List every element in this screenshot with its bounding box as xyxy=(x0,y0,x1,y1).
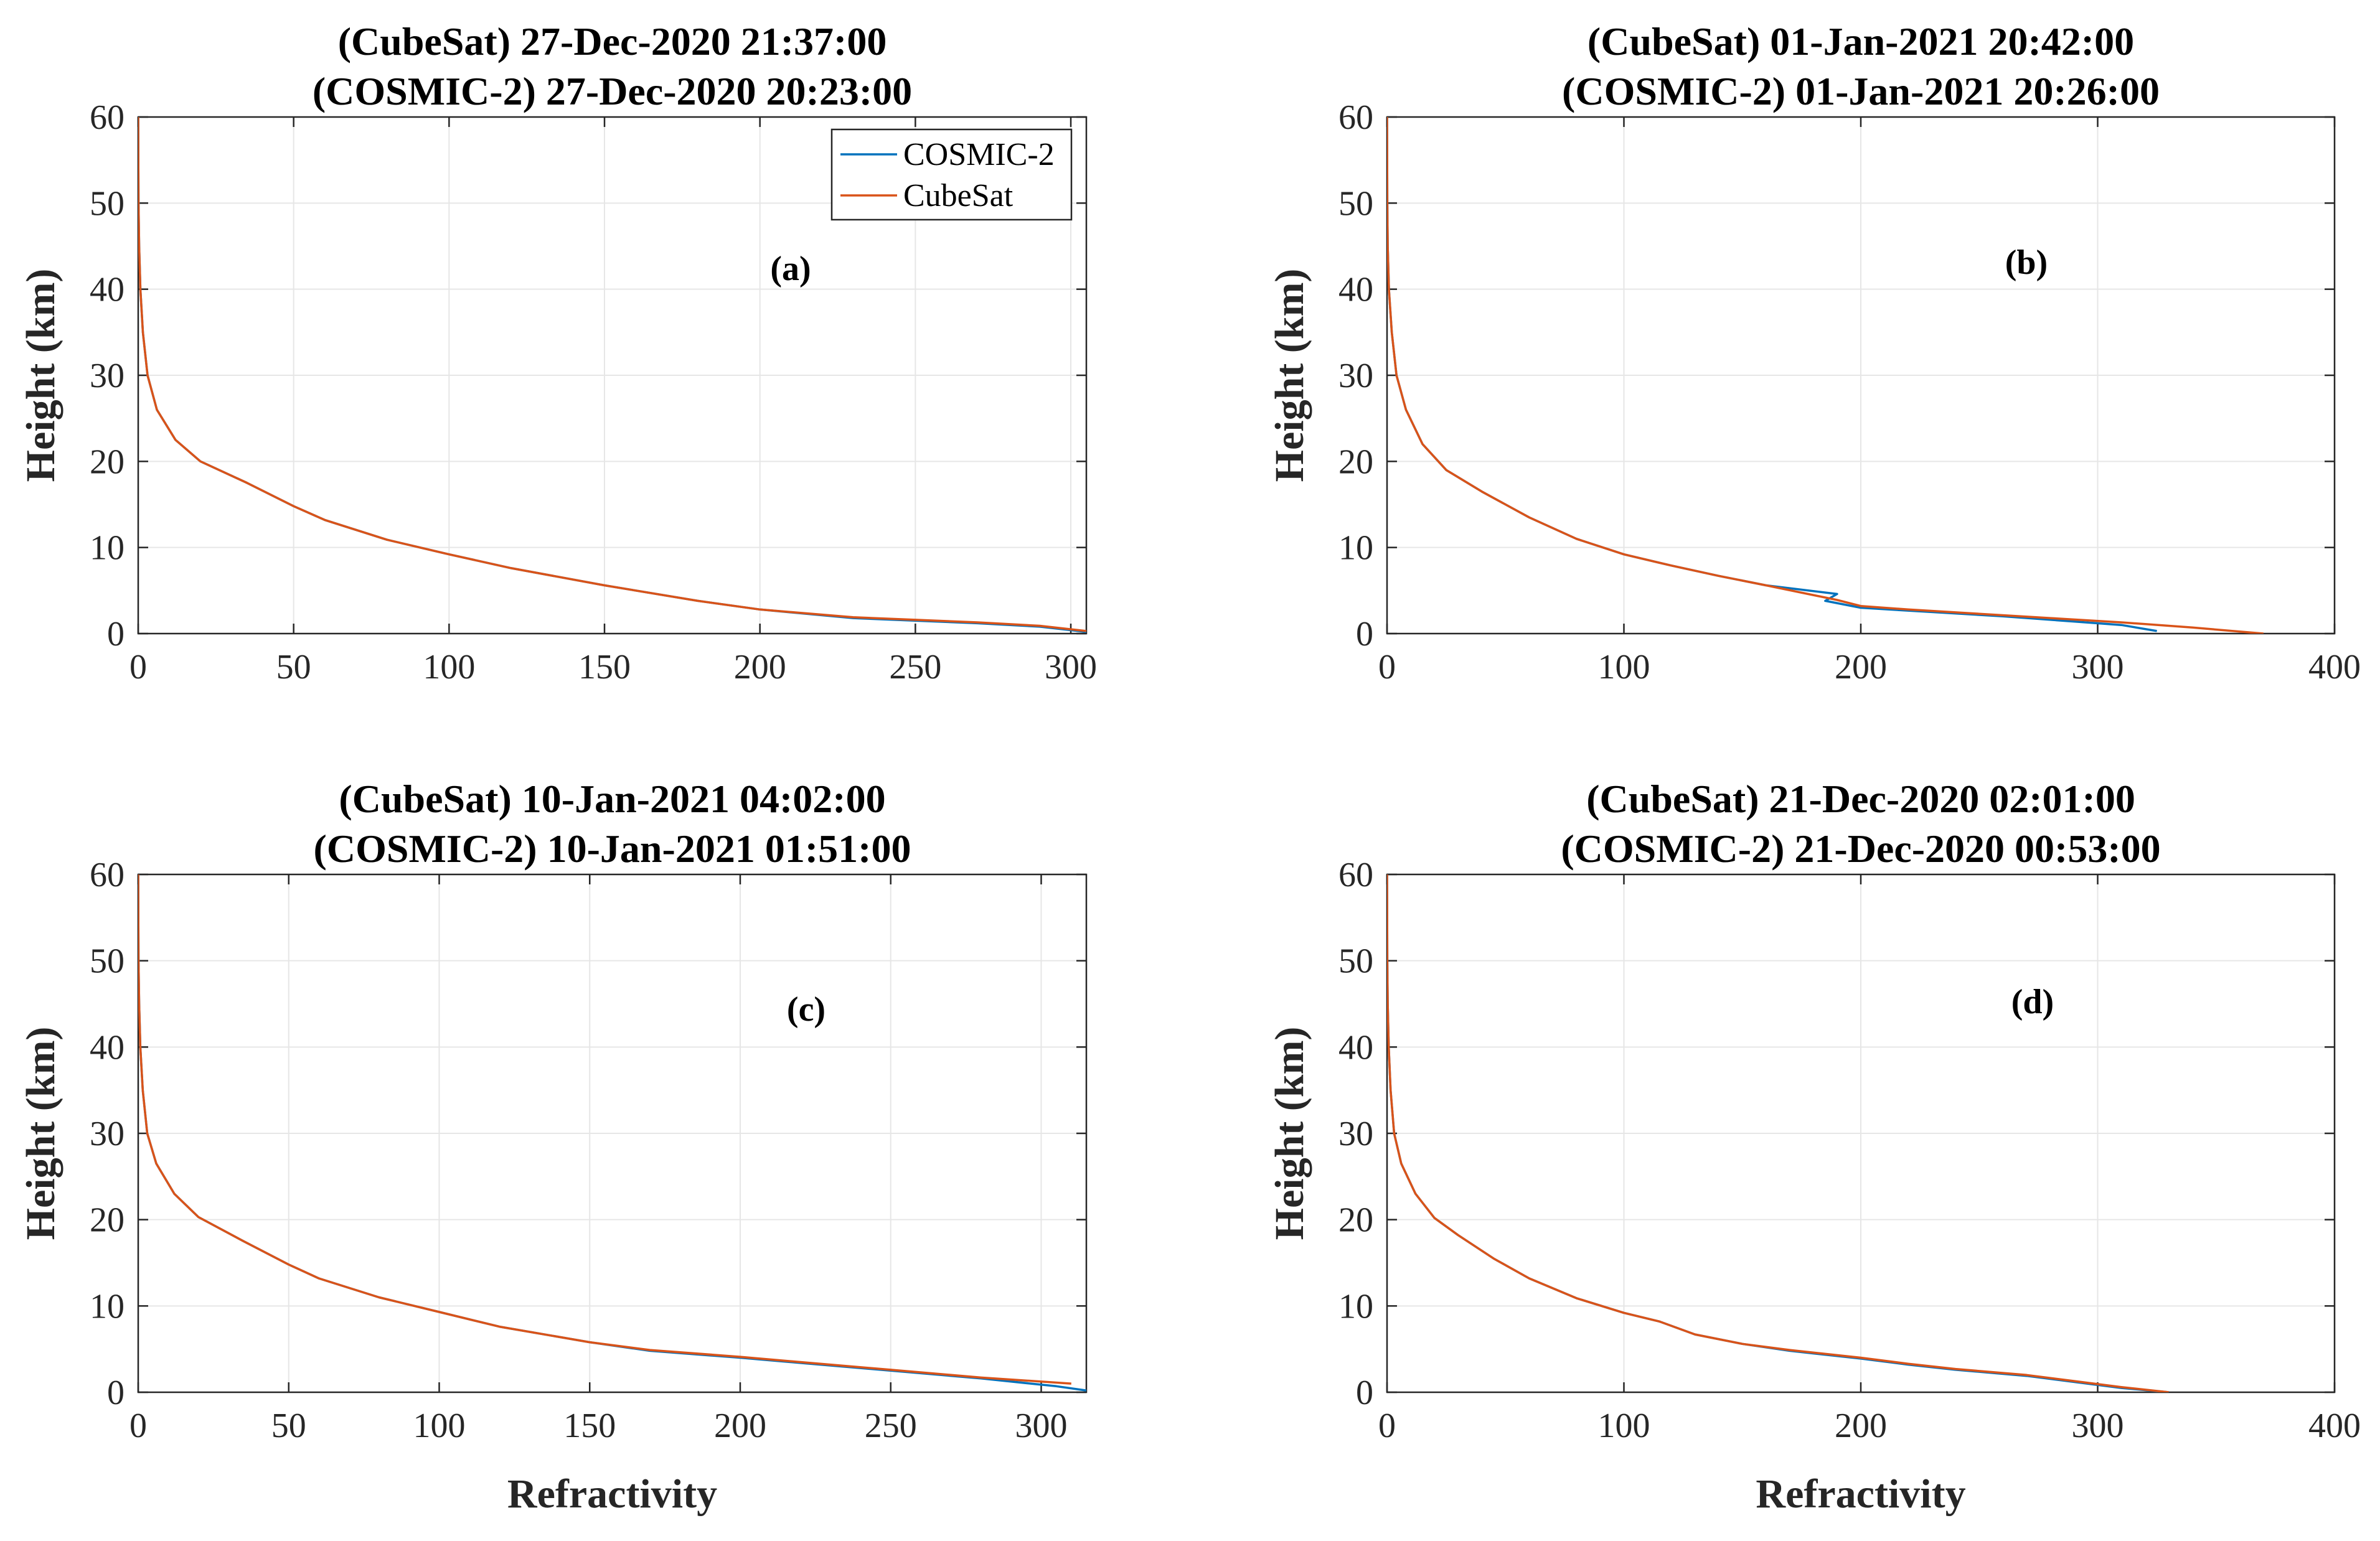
x-tick-label: 200 xyxy=(1835,648,1887,686)
x-tick-label: 250 xyxy=(889,648,941,686)
chart-panel-b: (CubeSat) 01-Jan-2021 20:42:00 (COSMIC-2)… xyxy=(1267,19,2361,686)
x-tick-label: 0 xyxy=(129,648,147,686)
chart-title-line: (CubeSat) 10-Jan-2021 04:02:00 xyxy=(339,777,885,821)
x-tick-label: 200 xyxy=(714,1407,766,1445)
y-tick-label: 30 xyxy=(1338,357,1373,395)
y-tick-label: 40 xyxy=(1338,1028,1373,1067)
legend-label: COSMIC-2 xyxy=(903,137,1055,172)
y-tick-label: 60 xyxy=(90,98,125,137)
y-tick-label: 40 xyxy=(1338,271,1373,309)
y-tick-label: 50 xyxy=(90,184,125,223)
y-tick-label: 30 xyxy=(90,1115,125,1153)
panel-annotation: (b) xyxy=(2005,243,2048,282)
y-tick-label: 50 xyxy=(1338,184,1373,223)
y-tick-label: 0 xyxy=(1356,1374,1373,1412)
chart-title-line: (CubeSat) 21-Dec-2020 02:01:00 xyxy=(1586,777,2135,821)
series-line-cubesat xyxy=(1387,117,2264,634)
x-tick-label: 100 xyxy=(1598,648,1650,686)
y-tick-label: 20 xyxy=(1338,1201,1373,1240)
x-tick-label: 150 xyxy=(563,1407,616,1445)
y-tick-label: 60 xyxy=(90,856,125,894)
x-tick-label: 200 xyxy=(1835,1407,1887,1445)
y-tick-label: 30 xyxy=(90,357,125,395)
y-tick-label: 60 xyxy=(1338,856,1373,894)
y-tick-label: 0 xyxy=(1356,615,1373,653)
x-tick-label: 0 xyxy=(1378,648,1396,686)
chart-panel-a: (CubeSat) 27-Dec-2020 21:37:00 (COSMIC-2)… xyxy=(18,19,1097,686)
y-tick-label: 0 xyxy=(107,1374,125,1412)
y-tick-label: 10 xyxy=(1338,529,1373,568)
y-axis-label: Height (km) xyxy=(18,269,63,482)
x-tick-label: 0 xyxy=(129,1407,147,1445)
y-tick-label: 60 xyxy=(1338,98,1373,137)
x-tick-label: 400 xyxy=(2308,1407,2361,1445)
y-tick-label: 20 xyxy=(1338,443,1373,481)
y-tick-label: 50 xyxy=(90,942,125,981)
series-line-cosmic-2 xyxy=(1387,117,2157,632)
legend-label: CubeSat xyxy=(903,178,1014,213)
y-tick-label: 20 xyxy=(90,443,125,481)
x-tick-label: 300 xyxy=(2072,1407,2124,1445)
x-tick-label: 0 xyxy=(1378,1407,1396,1445)
panel-annotation: (c) xyxy=(787,990,825,1029)
series-line-cubesat xyxy=(1387,874,2169,1392)
legend-box xyxy=(830,128,1073,221)
y-tick-label: 40 xyxy=(90,1028,125,1067)
x-tick-label: 100 xyxy=(1598,1407,1650,1445)
chart-panel-c: (CubeSat) 10-Jan-2021 04:02:00 (COSMIC-2)… xyxy=(18,777,1088,1517)
x-tick-label: 50 xyxy=(276,648,311,686)
y-tick-label: 50 xyxy=(1338,942,1373,981)
y-tick-label: 40 xyxy=(90,271,125,309)
panel-annotation: (d) xyxy=(2011,983,2054,1021)
x-tick-label: 100 xyxy=(423,648,475,686)
y-tick-label: 30 xyxy=(1338,1115,1373,1153)
x-tick-label: 150 xyxy=(578,648,631,686)
x-tick-label: 200 xyxy=(734,648,786,686)
y-axis-label: Height (km) xyxy=(1267,1027,1312,1240)
x-axis-label: Refractivity xyxy=(507,1471,717,1517)
series-line-cubesat xyxy=(138,874,1071,1385)
x-tick-label: 300 xyxy=(1015,1407,1067,1445)
y-tick-label: 10 xyxy=(90,529,125,568)
chart-title-line: (CubeSat) 01-Jan-2021 20:42:00 xyxy=(1587,19,2134,63)
y-tick-label: 0 xyxy=(107,615,125,653)
legend: COSMIC-2 CubeSat xyxy=(830,128,1073,221)
series-line-cubesat xyxy=(138,117,1086,632)
y-tick-label: 10 xyxy=(1338,1287,1373,1326)
x-axis-label: Refractivity xyxy=(1756,1471,1965,1517)
x-tick-label: 300 xyxy=(1045,648,1097,686)
x-tick-label: 100 xyxy=(413,1407,465,1445)
x-tick-label: 50 xyxy=(271,1407,306,1445)
x-tick-label: 300 xyxy=(2072,648,2124,686)
chart-title-line: (CubeSat) 27-Dec-2020 21:37:00 xyxy=(338,19,887,63)
x-tick-label: 250 xyxy=(865,1407,917,1445)
chart-title-line: (COSMIC-2) 10-Jan-2021 01:51:00 xyxy=(314,827,911,871)
chart-title-line: (COSMIC-2) 01-Jan-2021 20:26:00 xyxy=(1562,69,2160,113)
x-tick-label: 400 xyxy=(2308,648,2361,686)
chart-title-line: (COSMIC-2) 21-Dec-2020 00:53:00 xyxy=(1561,827,2160,871)
series-line-cosmic-2 xyxy=(138,874,1086,1392)
y-axis-label: Height (km) xyxy=(18,1027,63,1240)
y-tick-label: 10 xyxy=(90,1287,125,1326)
panel-annotation: (a) xyxy=(770,250,811,288)
chart-title-line: (COSMIC-2) 27-Dec-2020 20:23:00 xyxy=(313,69,912,113)
y-tick-label: 20 xyxy=(90,1201,125,1240)
y-axis-label: Height (km) xyxy=(1267,269,1312,482)
chart-panel-d: (CubeSat) 21-Dec-2020 02:01:00 (COSMIC-2)… xyxy=(1267,777,2361,1517)
